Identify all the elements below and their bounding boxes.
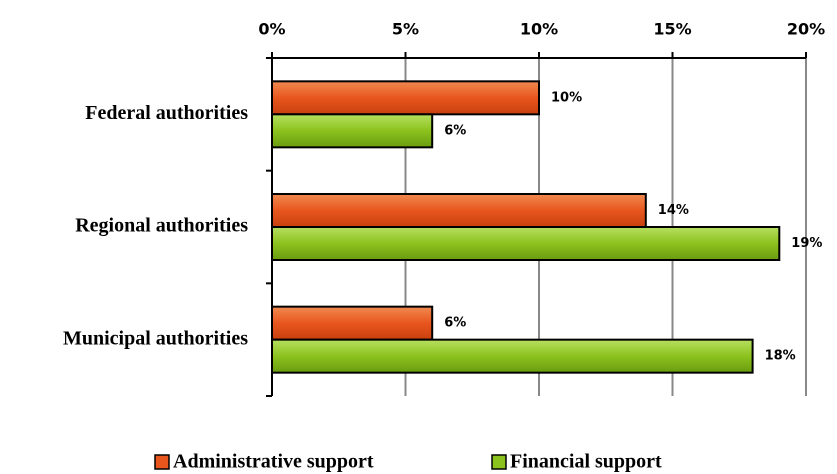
legend-swatch <box>154 454 170 470</box>
bar <box>271 338 754 374</box>
value-label: 6% <box>444 316 466 331</box>
bar <box>271 113 434 149</box>
legend-label: Financial support <box>510 451 662 473</box>
bar <box>271 226 781 261</box>
value-label: 19% <box>791 236 822 251</box>
x-tick-label: 5% <box>392 20 419 39</box>
value-label: 14% <box>658 203 689 218</box>
bar <box>271 193 647 228</box>
y-tick-label: Regional authorities <box>75 215 248 237</box>
y-tick-label: Federal authorities <box>85 102 248 124</box>
y-tick-label: Municipal authorities <box>63 327 248 349</box>
value-label: 18% <box>765 349 796 364</box>
x-tick-label: 15% <box>653 20 691 39</box>
value-label: 10% <box>551 90 582 105</box>
legend-label: Administrative support <box>173 451 374 473</box>
legend-swatch <box>491 454 507 470</box>
bar <box>271 80 540 116</box>
bar <box>271 305 434 341</box>
x-tick-label: 20% <box>787 20 825 39</box>
x-tick-label: 0% <box>258 20 285 39</box>
value-label: 6% <box>444 123 466 138</box>
x-tick-label: 10% <box>520 20 558 39</box>
